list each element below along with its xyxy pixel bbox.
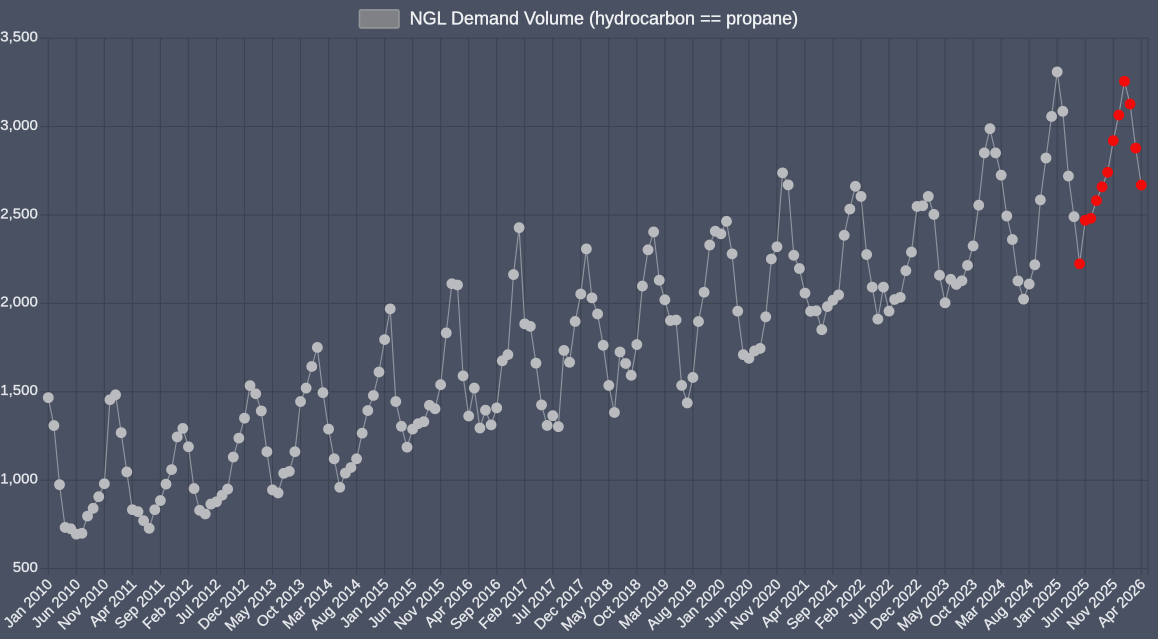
svg-text:2,500: 2,500 xyxy=(0,205,38,222)
svg-text:500: 500 xyxy=(13,559,38,576)
svg-text:3,500: 3,500 xyxy=(0,28,38,45)
svg-text:1,000: 1,000 xyxy=(0,471,38,488)
svg-text:NGL Demand Volume (hydrocarbon: NGL Demand Volume (hydrocarbon == propan… xyxy=(410,9,799,29)
svg-text:3,000: 3,000 xyxy=(0,117,38,134)
svg-text:1,500: 1,500 xyxy=(0,382,38,399)
svg-text:2,000: 2,000 xyxy=(0,294,38,311)
